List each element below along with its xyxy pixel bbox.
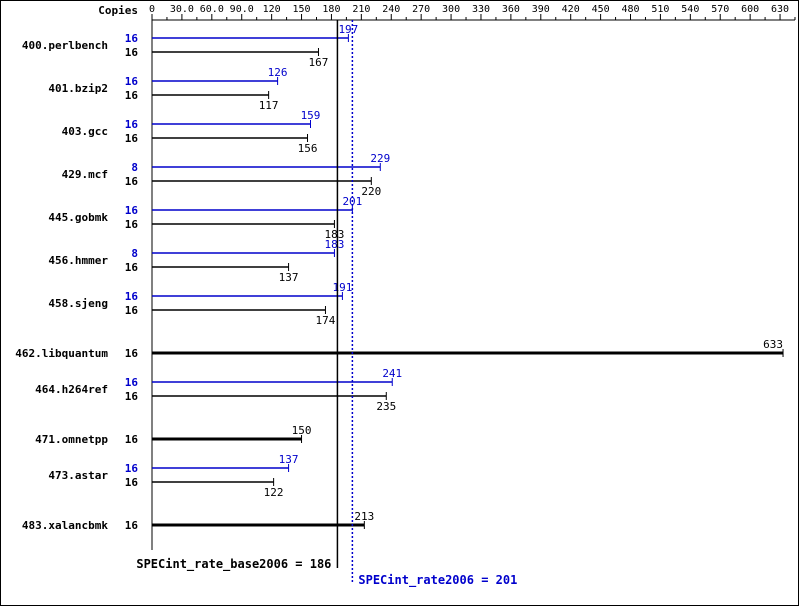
tick-label: 300 xyxy=(442,4,460,15)
base-value: 213 xyxy=(354,510,374,523)
tick-label: 390 xyxy=(532,4,550,15)
peak-value: 241 xyxy=(382,367,402,380)
tick-label: 360 xyxy=(502,4,520,15)
benchmark-label: 471.omnetpp xyxy=(35,433,108,446)
peak-value: 191 xyxy=(332,281,352,294)
base-copies: 16 xyxy=(125,304,139,317)
benchmark-label: 473.astar xyxy=(48,469,108,482)
peak-value: 159 xyxy=(301,109,321,122)
tick-label: 270 xyxy=(412,4,430,15)
peak-value: 229 xyxy=(370,152,390,165)
base-copies: 16 xyxy=(125,132,139,145)
peak-value: 183 xyxy=(324,238,344,251)
base-copies: 16 xyxy=(125,261,139,274)
peak-copies: 16 xyxy=(125,376,139,389)
base-value: 633 xyxy=(763,338,783,351)
tick-label: 630 xyxy=(771,4,789,15)
base-value: 117 xyxy=(259,99,279,112)
base-value: 150 xyxy=(292,424,312,437)
base-copies: 16 xyxy=(125,433,139,446)
tick-label: 150 xyxy=(293,4,311,15)
benchmark-label: 456.hmmer xyxy=(48,254,108,267)
base-value: 122 xyxy=(264,486,284,499)
base-copies: 16 xyxy=(125,175,139,188)
tick-label: 540 xyxy=(681,4,699,15)
tick-label: 480 xyxy=(621,4,639,15)
peak-value: 137 xyxy=(279,453,299,466)
peak-value: 126 xyxy=(268,66,288,79)
tick-label: 510 xyxy=(651,4,669,15)
peak-value: 197 xyxy=(338,23,358,36)
benchmark-label: 483.xalancbmk xyxy=(22,519,108,532)
tick-label: 90.0 xyxy=(230,4,254,15)
base-copies: 16 xyxy=(125,347,139,360)
base-value: 220 xyxy=(361,185,381,198)
peak-copies: 16 xyxy=(125,32,139,45)
peak-copies: 8 xyxy=(131,247,138,260)
benchmark-label: 403.gcc xyxy=(62,125,108,138)
summary-peak: SPECint_rate2006 = 201 xyxy=(358,573,517,588)
tick-label: 210 xyxy=(352,4,370,15)
tick-label: 120 xyxy=(263,4,281,15)
tick-label: 0 xyxy=(149,4,155,15)
tick-label: 420 xyxy=(562,4,580,15)
benchmark-label: 464.h264ref xyxy=(35,383,108,396)
chart-border xyxy=(1,1,799,606)
base-copies: 16 xyxy=(125,89,139,102)
base-copies: 16 xyxy=(125,476,139,489)
base-value: 174 xyxy=(316,314,336,327)
benchmark-label: 445.gobmk xyxy=(48,211,108,224)
benchmark-label: 462.libquantum xyxy=(15,347,108,360)
peak-copies: 16 xyxy=(125,75,139,88)
peak-copies: 16 xyxy=(125,462,139,475)
benchmark-label: 458.sjeng xyxy=(48,297,108,310)
peak-copies: 16 xyxy=(125,204,139,217)
tick-label: 60.0 xyxy=(200,4,224,15)
base-value: 156 xyxy=(298,142,318,155)
benchmark-label: 401.bzip2 xyxy=(48,82,108,95)
base-value: 235 xyxy=(376,400,396,413)
peak-copies: 8 xyxy=(131,161,138,174)
benchmark-label: 400.perlbench xyxy=(22,39,108,52)
base-value: 167 xyxy=(309,56,329,69)
tick-label: 180 xyxy=(322,4,340,15)
tick-label: 570 xyxy=(711,4,729,15)
base-copies: 16 xyxy=(125,46,139,59)
tick-label: 30.0 xyxy=(170,4,194,15)
tick-label: 330 xyxy=(472,4,490,15)
peak-copies: 16 xyxy=(125,118,139,131)
tick-label: 240 xyxy=(382,4,400,15)
benchmark-label: 429.mcf xyxy=(62,168,108,181)
base-value: 137 xyxy=(279,271,299,284)
base-copies: 16 xyxy=(125,218,139,231)
base-copies: 16 xyxy=(125,390,139,403)
chart-container: 0 30.0 60.0 90.0 120 150 180 210 240 270 300 330 360… xyxy=(0,0,799,606)
copies-header: Copies xyxy=(98,4,138,17)
peak-copies: 16 xyxy=(125,290,139,303)
tick-label: 600 xyxy=(741,4,759,15)
base-copies: 16 xyxy=(125,519,139,532)
summary-base: SPECint_rate_base2006 = 186 xyxy=(136,557,331,572)
tick-label: 450 xyxy=(592,4,610,15)
